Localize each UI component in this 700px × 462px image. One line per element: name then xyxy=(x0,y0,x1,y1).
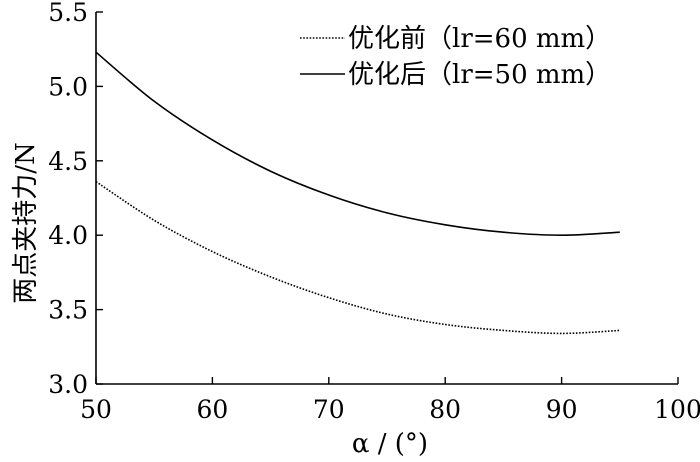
legend: 优化前（lr=60 mm） 优化后（lr=50 mm） xyxy=(300,24,611,90)
x-tick-label: 80 xyxy=(429,395,461,424)
series-layer xyxy=(95,51,620,335)
x-tick-label: 60 xyxy=(196,395,228,424)
y-tick-label: 4.0 xyxy=(48,221,88,250)
legend-label-before-optimization: 优化前（lr=60 mm） xyxy=(348,24,611,54)
y-axis-title: 两点夹持力/N xyxy=(11,142,41,304)
x-axis-ticks: 50 60 70 80 90 100 xyxy=(80,377,700,424)
plot-area xyxy=(95,12,678,385)
y-axis-ticks: 3.0 3.5 4.0 4.5 5.0 5.5 xyxy=(48,0,103,399)
y-tick-label: 4.5 xyxy=(48,147,88,176)
legend-label-after-optimization: 优化后（lr=50 mm） xyxy=(348,60,611,90)
x-tick-label: 50 xyxy=(80,395,112,424)
series-line-after-optimization xyxy=(95,51,620,237)
y-tick-label: 3.5 xyxy=(48,296,88,325)
x-tick-label: 90 xyxy=(546,395,578,424)
x-axis-title: α / (°) xyxy=(352,429,428,459)
y-tick-label: 5.5 xyxy=(48,0,88,27)
y-tick-label: 3.0 xyxy=(48,370,88,399)
x-tick-label: 70 xyxy=(313,395,345,424)
y-tick-label: 5.0 xyxy=(48,72,88,101)
x-tick-label: 100 xyxy=(654,395,700,424)
